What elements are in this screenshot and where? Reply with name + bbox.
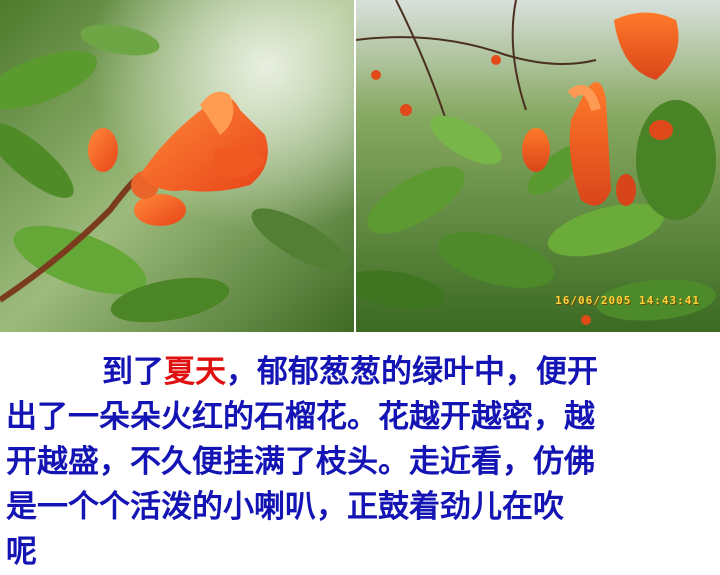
pomegranate-flower-photo-left <box>0 0 354 332</box>
passage-line-1: 到了夏天，郁郁葱葱的绿叶中，便开 <box>6 350 714 395</box>
passage-line-3: 开越盛，不久便挂满了枝头。走近看，仿佛 <box>6 444 595 480</box>
pomegranate-tree-photo-right: 16/06/2005 14:43:41 <box>356 0 720 332</box>
line1-post: ，郁郁葱葱的绿叶中，便开 <box>226 354 598 390</box>
passage-line-4: 是一个个活泼的小喇叭，正鼓着劲儿在吹 <box>6 489 564 525</box>
highlight-summer: 夏天 <box>164 354 226 390</box>
line1-pre: 到了 <box>102 354 164 390</box>
passage-line-5: 呢 <box>6 534 37 570</box>
passage-text: 到了夏天，郁郁葱葱的绿叶中，便开 出了一朵朵火红的石榴花。花越开越密，越 开越盛… <box>6 350 714 575</box>
photo-timestamp: 16/06/2005 14:43:41 <box>555 294 700 307</box>
passage-line-2: 出了一朵朵火红的石榴花。花越开越密，越 <box>6 399 595 435</box>
